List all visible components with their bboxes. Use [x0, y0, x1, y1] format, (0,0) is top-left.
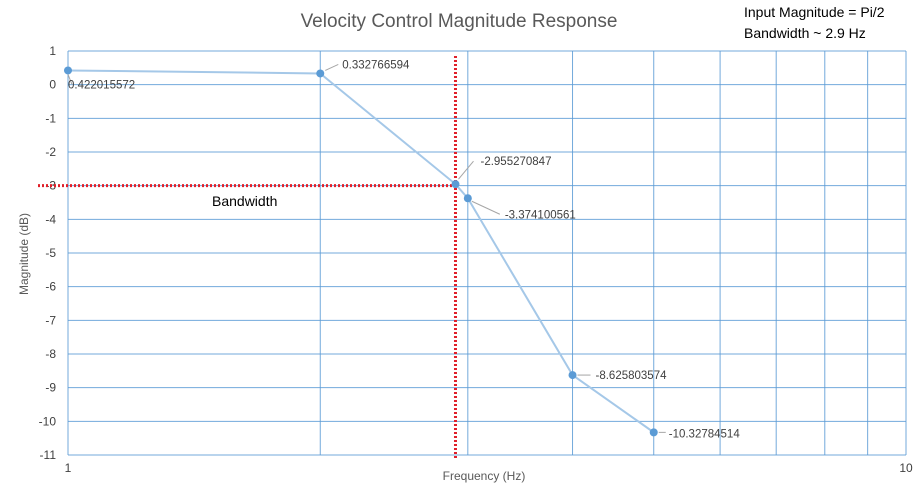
- y-tick-label: -2: [45, 145, 56, 159]
- y-tick-label: -1: [45, 111, 56, 125]
- data-point: [316, 69, 325, 78]
- bandwidth-annotation: Bandwidth: [212, 193, 277, 209]
- data-label-leader: [458, 160, 474, 180]
- data-point: [649, 428, 658, 437]
- y-tick-label: -7: [45, 313, 56, 327]
- data-label-leader: [471, 200, 501, 215]
- y-axis-title: Magnitude (dB): [17, 213, 31, 295]
- data-point: [568, 371, 577, 380]
- data-label: 0.422015572: [68, 79, 135, 91]
- x-axis: 1 10: [65, 461, 913, 475]
- series-line: [67, 69, 655, 434]
- data-label: -8.625803574: [596, 370, 668, 382]
- x-tick-label: 1: [65, 461, 72, 475]
- series: 0.422015572 0.332766594 -2.955270847 -3.374…: [64, 59, 740, 440]
- y-tick-label: -8: [45, 347, 56, 361]
- y-tick-label: -6: [45, 280, 56, 294]
- y-tick-label: -9: [45, 381, 56, 395]
- input-magnitude-note: Input Magnitude = Pi/2: [744, 4, 885, 20]
- data-label: -10.32784514: [669, 428, 741, 440]
- y-axis: 10-1-2-3-4-5-6-7-8-9-10-11: [39, 44, 57, 462]
- data-label: -2.955270847: [480, 156, 551, 168]
- y-tick-label: -5: [45, 246, 56, 260]
- data-point: [64, 66, 72, 75]
- data-label-leader: [325, 64, 339, 71]
- data-point: [451, 180, 460, 189]
- data-label-leader: [67, 74, 73, 85]
- y-tick-label: 0: [49, 78, 56, 92]
- grid: [67, 50, 907, 456]
- y-tick-label: 1: [49, 44, 56, 58]
- x-axis-title: Frequency (Hz): [443, 469, 526, 483]
- data-label: -3.374100561: [505, 209, 576, 221]
- bandwidth-marker: [38, 56, 457, 458]
- chart-title: Velocity Control Magnitude Response: [301, 11, 618, 32]
- data-label: 0.332766594: [342, 59, 410, 71]
- data-point: [463, 194, 472, 203]
- y-tick-label: -11: [40, 448, 57, 462]
- x-tick-label: 10: [899, 461, 913, 475]
- y-tick-label: -4: [45, 212, 56, 226]
- bandwidth-note: Bandwidth ~ 2.9 Hz: [744, 25, 866, 41]
- y-tick-label: -10: [39, 414, 57, 428]
